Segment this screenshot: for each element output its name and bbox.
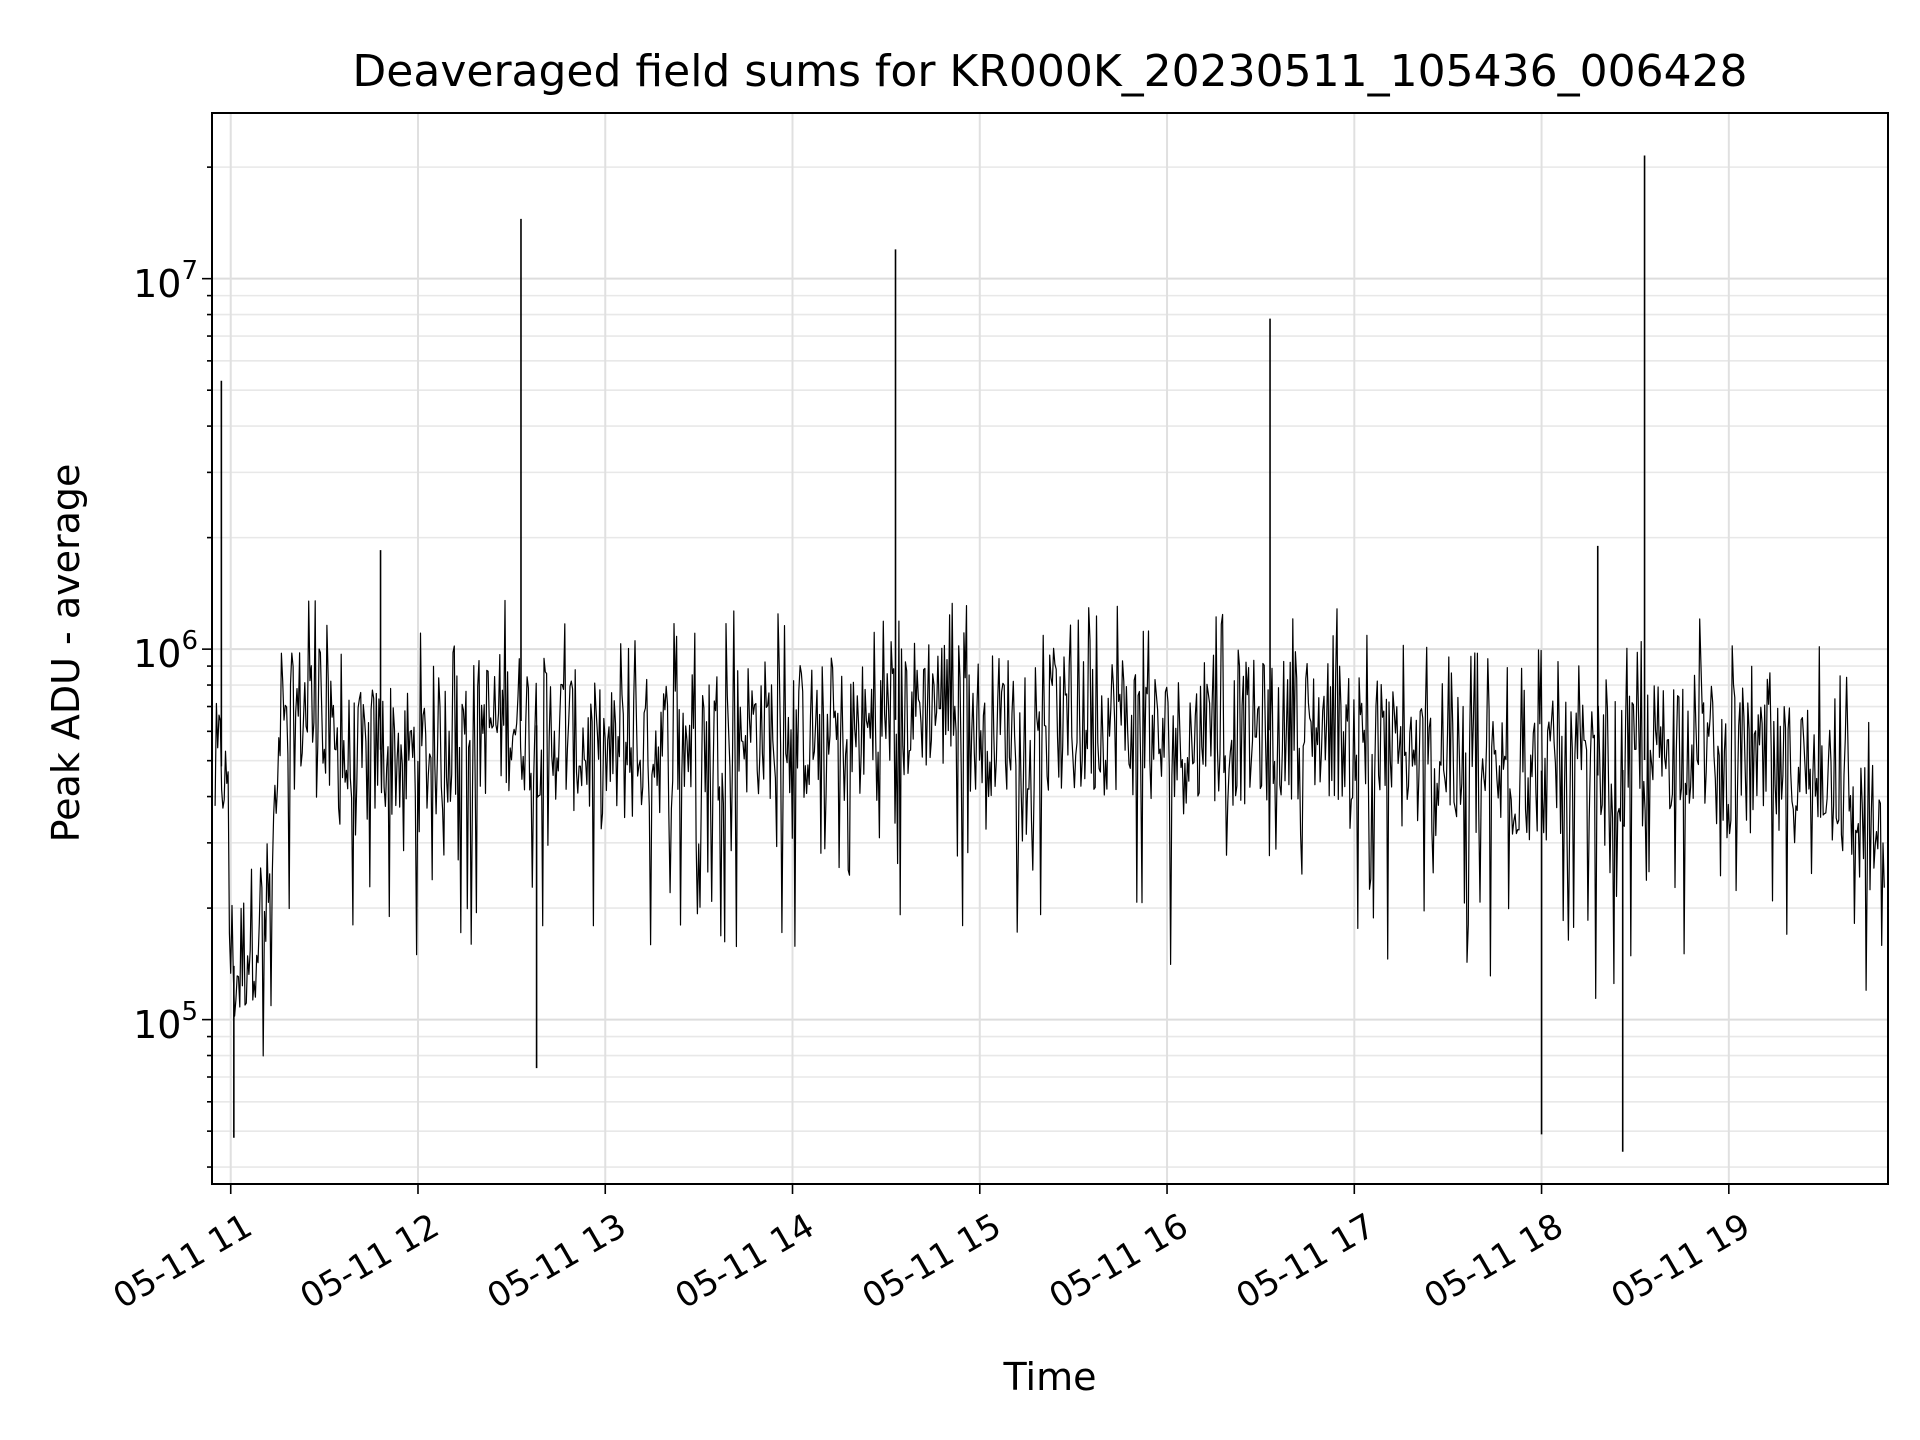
y-tick-exponent: 7	[181, 255, 198, 286]
x-axis-label: Time	[1003, 1355, 1097, 1399]
y-tick-label: 106	[133, 626, 198, 676]
data-line	[214, 599, 1885, 1057]
chart-title: Deaveraged field sums for KR000K_2023051…	[352, 46, 1748, 97]
y-tick-exponent: 6	[181, 626, 198, 657]
y-axis-label: Peak ADU - average	[44, 463, 88, 843]
y-tick-base: 10	[133, 261, 182, 306]
y-tick-label: 105	[133, 997, 198, 1047]
y-tick-exponent: 5	[181, 996, 198, 1027]
y-tick-base: 10	[133, 1002, 182, 1047]
y-tick-label: 107	[133, 256, 198, 306]
y-tick-base: 10	[133, 631, 182, 676]
